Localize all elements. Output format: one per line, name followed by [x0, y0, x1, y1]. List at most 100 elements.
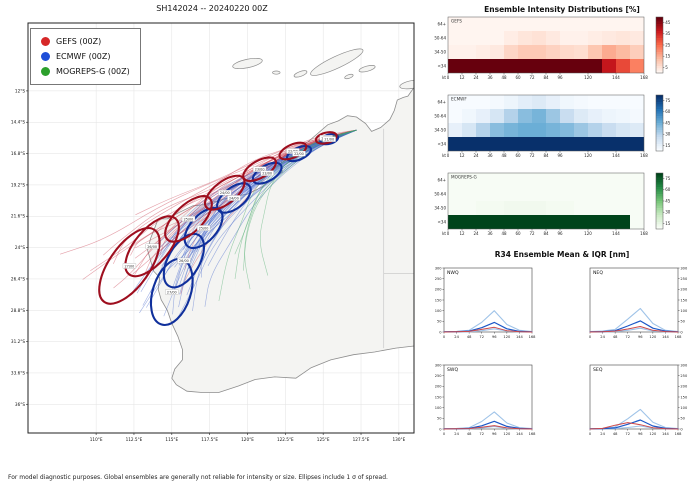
- svg-text:24: 24: [600, 335, 605, 339]
- svg-text:60: 60: [665, 187, 671, 192]
- svg-text:48: 48: [501, 153, 507, 158]
- svg-text:144: 144: [662, 432, 670, 436]
- svg-text:75: 75: [665, 98, 671, 103]
- svg-text:30: 30: [665, 132, 671, 137]
- svg-text:GEFS: GEFS: [451, 19, 462, 24]
- svg-text:16.8°S: 16.8°S: [11, 151, 25, 156]
- svg-text:27/00: 27/00: [125, 264, 135, 268]
- svg-text:168: 168: [640, 231, 648, 236]
- svg-text:50-64: 50-64: [434, 191, 446, 196]
- svg-text:72: 72: [529, 231, 535, 236]
- svg-text:28.8°S: 28.8°S: [11, 308, 25, 313]
- svg-text:72: 72: [479, 335, 484, 339]
- svg-text:34-50: 34-50: [434, 205, 446, 210]
- svg-text:120: 120: [649, 432, 657, 436]
- svg-text:120: 120: [584, 75, 592, 80]
- svg-text:250: 250: [680, 277, 688, 281]
- svg-text:130°E: 130°E: [392, 437, 405, 442]
- svg-text:96: 96: [557, 231, 563, 236]
- svg-text:150: 150: [680, 395, 688, 399]
- svg-text:144: 144: [516, 432, 524, 436]
- gefs-spread-ellipse: [204, 174, 246, 211]
- svg-text:72: 72: [625, 335, 630, 339]
- svg-text:64+: 64+: [438, 177, 446, 182]
- svg-text:150: 150: [435, 395, 443, 399]
- svg-text:0: 0: [589, 432, 592, 436]
- svg-text:25/00: 25/00: [199, 227, 209, 231]
- svg-text:120: 120: [584, 231, 592, 236]
- svg-text:0: 0: [439, 330, 442, 334]
- svg-text:150: 150: [435, 298, 443, 302]
- svg-text:60: 60: [665, 109, 671, 114]
- legend-color-dot: [41, 37, 50, 46]
- gefs-spread-ellipse: [98, 227, 161, 305]
- svg-text:24/00: 24/00: [220, 191, 230, 195]
- svg-text:60: 60: [515, 153, 521, 158]
- svg-text:24: 24: [473, 153, 479, 158]
- svg-text:50: 50: [680, 417, 685, 421]
- svg-text:48: 48: [501, 75, 507, 80]
- svg-text:84: 84: [543, 231, 549, 236]
- svg-text:112.5°E: 112.5°E: [126, 437, 143, 442]
- r34-seq-chart: 0 50 100 150 200 250 300 0 24 48 72 96 120 144 168 SEQ: [572, 357, 698, 454]
- svg-text:122.5°E: 122.5°E: [277, 437, 294, 442]
- r34-nwq-chart: 0 50 100 150 200 250 300 0 24 48 72 96 120 144 168 NWQ: [426, 260, 552, 357]
- r34-neq-chart: 0 50 100 150 200 250 300 0 24 48 72 96 120 144 168 NEQ: [572, 260, 698, 357]
- legend-item: MOGREPS-G (00Z): [41, 64, 130, 79]
- svg-text:24: 24: [454, 432, 459, 436]
- svg-text:48: 48: [501, 231, 507, 236]
- legend-item-label: MOGREPS-G (00Z): [56, 67, 130, 76]
- svg-text:NWQ: NWQ: [447, 270, 459, 276]
- ecmwf-intensity-heatmap: 64+ 50-64 34-50 <34 ECMWF 0 12 24 36 48 60 72 84 96 12…: [426, 93, 698, 169]
- ellipse-time-label: [292, 150, 306, 157]
- gefs-spread-ellipse: [278, 141, 308, 161]
- svg-text:60: 60: [515, 75, 521, 80]
- svg-text:144: 144: [516, 335, 524, 339]
- svg-text:36: 36: [487, 153, 493, 158]
- svg-text:0: 0: [680, 427, 683, 431]
- svg-text:0: 0: [439, 427, 442, 431]
- svg-text:168: 168: [529, 335, 537, 339]
- svg-text:127.5°E: 127.5°E: [353, 437, 370, 442]
- svg-text:200: 200: [435, 288, 443, 292]
- svg-text:<34: <34: [438, 141, 447, 146]
- svg-text:100: 100: [680, 406, 688, 410]
- legend-item-label: ECMWF (00Z): [56, 52, 111, 61]
- svg-text:31.2°S: 31.2°S: [11, 339, 25, 344]
- right-charts-panel: Ensemble Intensity Distributions [%] 64+…: [426, 2, 698, 454]
- svg-text:144: 144: [612, 75, 620, 80]
- svg-text:50-64: 50-64: [434, 35, 446, 40]
- svg-text:19.2°S: 19.2°S: [11, 182, 25, 187]
- svg-text:<34: <34: [438, 219, 447, 224]
- ellipse-time-label: [322, 136, 336, 142]
- svg-text:kt: kt: [442, 231, 446, 236]
- svg-text:117.5°E: 117.5°E: [201, 437, 218, 442]
- svg-text:50: 50: [680, 320, 685, 324]
- svg-text:35: 35: [665, 31, 671, 36]
- legend-item: ECMWF (00Z): [41, 49, 130, 64]
- intensity-distributions-title: Ensemble Intensity Distributions [%]: [484, 5, 640, 14]
- svg-text:<34: <34: [438, 63, 447, 68]
- svg-text:96: 96: [638, 432, 643, 436]
- svg-text:115°E: 115°E: [165, 437, 178, 442]
- svg-text:15: 15: [665, 54, 671, 59]
- svg-text:48: 48: [613, 335, 618, 339]
- svg-text:84: 84: [543, 153, 549, 158]
- svg-text:48: 48: [467, 335, 472, 339]
- r34-swq-chart: 0 50 100 150 200 250 300 0 24 48 72 96 120 144 168 SWQ: [426, 357, 552, 454]
- svg-text:150: 150: [680, 298, 688, 302]
- svg-text:168: 168: [529, 432, 537, 436]
- svg-text:250: 250: [680, 374, 688, 378]
- svg-text:84: 84: [543, 75, 549, 80]
- island: [344, 73, 354, 80]
- svg-text:23/00: 23/00: [262, 172, 272, 176]
- svg-text:30: 30: [665, 210, 671, 215]
- svg-text:100: 100: [435, 406, 443, 410]
- svg-text:22/00: 22/00: [294, 152, 304, 156]
- svg-text:0: 0: [680, 330, 683, 334]
- disclaimer-note: For model diagnostic purposes. Global en…: [8, 474, 388, 481]
- svg-text:36°S: 36°S: [15, 402, 25, 407]
- svg-text:0: 0: [447, 153, 450, 158]
- svg-text:125°E: 125°E: [317, 437, 330, 442]
- svg-text:34-50: 34-50: [434, 127, 446, 132]
